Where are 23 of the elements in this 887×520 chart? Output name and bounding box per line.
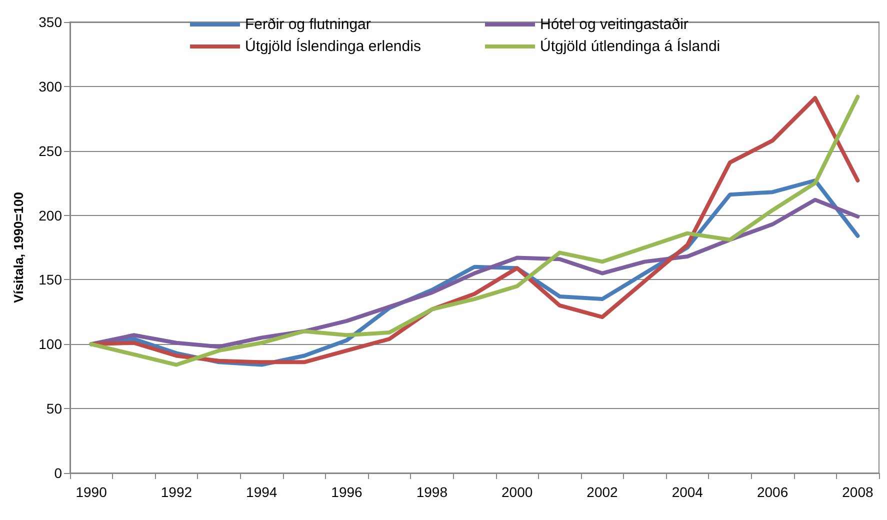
x-tick-label: 1992 <box>160 484 192 500</box>
x-tick-label: 2004 <box>672 484 704 500</box>
y-axis-title: Vísitala, 1990=100 <box>11 192 26 303</box>
y-tick-label: 300 <box>38 78 62 94</box>
x-tick-label: 2000 <box>502 484 533 500</box>
y-tick-label: 0 <box>54 465 62 481</box>
y-tick-label: 50 <box>46 400 62 417</box>
x-tick-label: 2008 <box>842 484 874 500</box>
legend-label: Útgjöld Íslendinga erlendis <box>245 37 421 55</box>
y-tick-label: 150 <box>38 272 62 288</box>
y-tick-label: 250 <box>38 142 62 159</box>
x-tick-label: 2006 <box>756 484 788 500</box>
y-tick-label: 100 <box>38 336 62 352</box>
legend-label: Útgjöld útlendinga á Íslandi <box>540 37 720 55</box>
x-tick-label: 1990 <box>76 484 108 500</box>
legend-label: Hótel og veitingastaðir <box>540 16 688 33</box>
y-tick-label: 200 <box>38 207 62 224</box>
legend-label: Ferðir og flutningar <box>245 16 371 33</box>
x-tick-label: 1998 <box>416 484 448 500</box>
x-tick-label: 1994 <box>246 484 278 500</box>
x-tick-label: 2002 <box>586 484 618 500</box>
x-tick-label: 1996 <box>331 484 363 500</box>
y-tick-label: 350 <box>38 14 62 30</box>
